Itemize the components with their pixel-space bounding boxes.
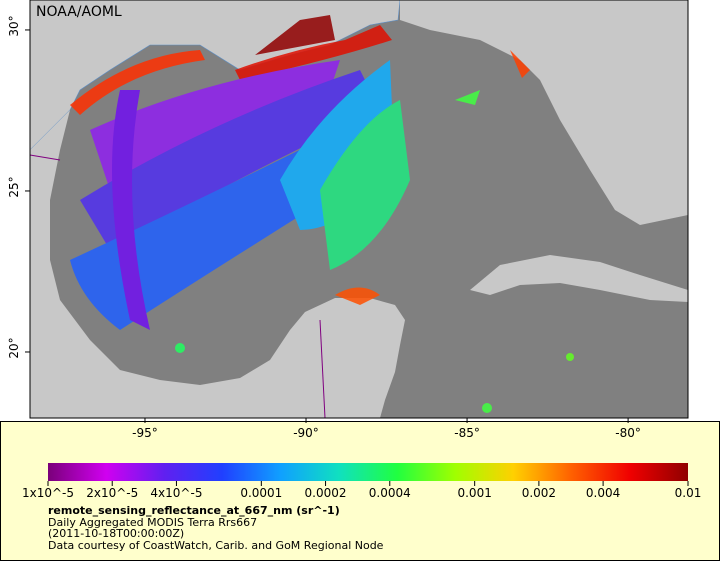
legend-box	[0, 421, 720, 561]
x-tick-label: -95°	[132, 426, 158, 440]
x-tick-label: -90°	[293, 426, 319, 440]
y-tick-label: 20°	[7, 337, 21, 358]
colorbar-tick-label: 0.0002	[305, 486, 347, 500]
imagery	[70, 15, 574, 413]
border	[29, 154, 61, 161]
colorbar-tick-label: 0.0001	[240, 486, 282, 500]
map-area: NOAA/AOML	[29, 0, 689, 419]
land	[400, 0, 688, 225]
legend: remote_sensing_reflectance_at_667_nm (sr…	[0, 421, 720, 561]
colorbar	[48, 463, 688, 481]
colorbar-tick-label: 2x10^-5	[86, 486, 138, 500]
variable-name: remote_sensing_reflectance_at_667_nm (sr…	[48, 504, 340, 517]
colorbar-tick-label: 4x10^-5	[150, 486, 202, 500]
colorbar-tick-label: 0.0004	[369, 486, 411, 500]
y-tick-label: 25°	[7, 176, 21, 197]
legend-line: Daily Aggregated MODIS Terra Rrs667	[48, 516, 257, 529]
colorbar-tick-label: 0.001	[457, 486, 491, 500]
x-tick-label: -80°	[615, 426, 641, 440]
credit: NOAA/AOML	[36, 4, 122, 20]
border	[319, 319, 326, 419]
land	[30, 110, 405, 418]
land	[470, 255, 688, 302]
colorbar-tick-label: 0.004	[586, 486, 620, 500]
colorbar-tick-label: 1x10^-5	[22, 486, 74, 500]
map-frame	[29, 0, 689, 419]
colorbar-tick-label: 0.002	[522, 486, 556, 500]
y-tick-label: 30°	[7, 15, 21, 36]
colorbar-tick-label: 0.01	[675, 486, 702, 500]
legend-line: Data courtesy of CoastWatch, Carib. and …	[48, 539, 384, 552]
x-tick-label: -85°	[454, 426, 480, 440]
legend-line: (2011-10-18T00:00:00Z)	[48, 527, 184, 540]
